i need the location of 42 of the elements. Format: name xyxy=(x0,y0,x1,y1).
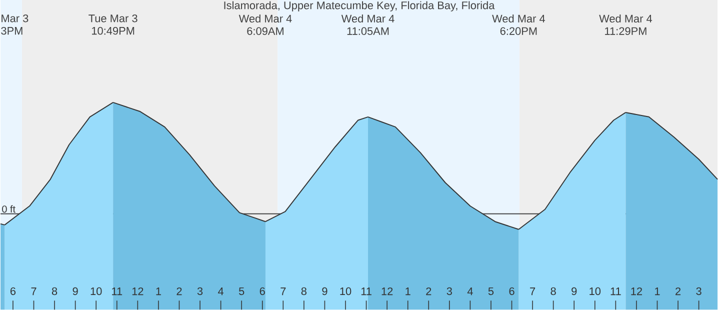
text: Wed Mar 4 11:05AM xyxy=(341,14,394,35)
text: Wed Mar 4 6:09AM xyxy=(238,14,292,35)
text: Mar 3 3PM xyxy=(1,14,28,35)
x-tick-label: 2 xyxy=(176,287,182,296)
x-tick-label: 5 xyxy=(238,287,244,296)
x-tick-label: 2 xyxy=(676,287,681,296)
text: Wed Mar 4 6:20PM xyxy=(492,14,546,35)
x-tick-label: 12 xyxy=(132,287,144,296)
x-tick-label: 3 xyxy=(696,287,702,296)
x-tick-label: 10 xyxy=(340,287,352,296)
x-tick-label: 7 xyxy=(280,288,286,296)
x-tick-label: 8 xyxy=(52,287,58,296)
x-tick-label: 6 xyxy=(10,287,16,296)
x-tick-label: 11 xyxy=(361,288,372,296)
x-tick-label: 4 xyxy=(218,288,224,296)
x-tick-label: 6 xyxy=(260,287,265,296)
x-tick-label: 9 xyxy=(322,287,328,296)
x-tick-label: 3 xyxy=(446,287,452,296)
x-tick-label: 3 xyxy=(197,287,203,296)
x-tick-label: 7 xyxy=(530,288,536,296)
x-tick-label: 10 xyxy=(90,287,102,296)
x-tick-label: 1 xyxy=(156,288,161,296)
x-tick-label: 11 xyxy=(112,288,122,296)
x-tick-label: 9 xyxy=(572,287,577,296)
x-tick-label: 1 xyxy=(655,288,660,296)
ref-line-label: 0 ft xyxy=(2,205,16,213)
x-tick-label: 6 xyxy=(509,287,514,296)
x-tick-label: 12 xyxy=(631,287,642,296)
x-tick-label: 2 xyxy=(426,287,432,296)
x-tick-label: 10 xyxy=(590,287,601,296)
text: Tue Mar 3 10:49PM xyxy=(88,14,138,35)
x-tick-label: 4 xyxy=(467,288,473,296)
x-tick-label: 5 xyxy=(488,287,494,296)
x-tick-label: 1 xyxy=(406,288,410,296)
x-tick-label: 8 xyxy=(550,287,556,296)
text: Wed Mar 4 11:29PM xyxy=(599,14,652,35)
x-tick-label: 9 xyxy=(72,287,78,296)
x-tick-label: 11 xyxy=(610,288,621,296)
x-tick-label: 8 xyxy=(301,287,306,296)
x-tick-label: 12 xyxy=(382,287,393,296)
chart-title: Islamorada, Upper Matecumbe Key, Florida Bay, Florida xyxy=(224,1,495,12)
x-tick-label: 7 xyxy=(31,288,36,296)
